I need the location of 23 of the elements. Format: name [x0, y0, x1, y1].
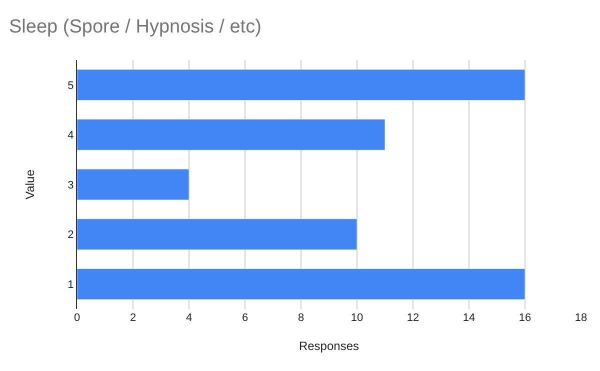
- x-tick-label: 6: [242, 312, 248, 324]
- y-tick-label: 1: [68, 278, 74, 291]
- y-tick-label: 3: [68, 179, 74, 192]
- x-tick-label: 2: [130, 312, 136, 324]
- x-tick-label: 18: [574, 312, 588, 324]
- bar: [77, 168, 190, 200]
- y-tick-label: 5: [68, 80, 74, 92]
- x-tick-label: 0: [74, 312, 80, 324]
- y-tick-label: 2: [68, 229, 74, 242]
- x-tick-label: 16: [518, 312, 532, 324]
- bar: [77, 218, 358, 250]
- x-tick-label: 4: [186, 312, 192, 324]
- x-axis-title: Responses: [298, 338, 360, 353]
- x-tick-label: 12: [406, 312, 420, 324]
- chart-title: Sleep (Spore / Hypnosis / etc): [9, 16, 262, 38]
- x-tick-label: 10: [350, 312, 364, 324]
- x-tick-label: 8: [298, 312, 304, 324]
- bar: [77, 268, 526, 300]
- bar: [77, 119, 386, 150]
- y-tick-label: 4: [68, 130, 74, 142]
- bar: [77, 69, 526, 101]
- y-axis-title: Value: [22, 169, 37, 200]
- x-tick-label: 14: [462, 312, 476, 324]
